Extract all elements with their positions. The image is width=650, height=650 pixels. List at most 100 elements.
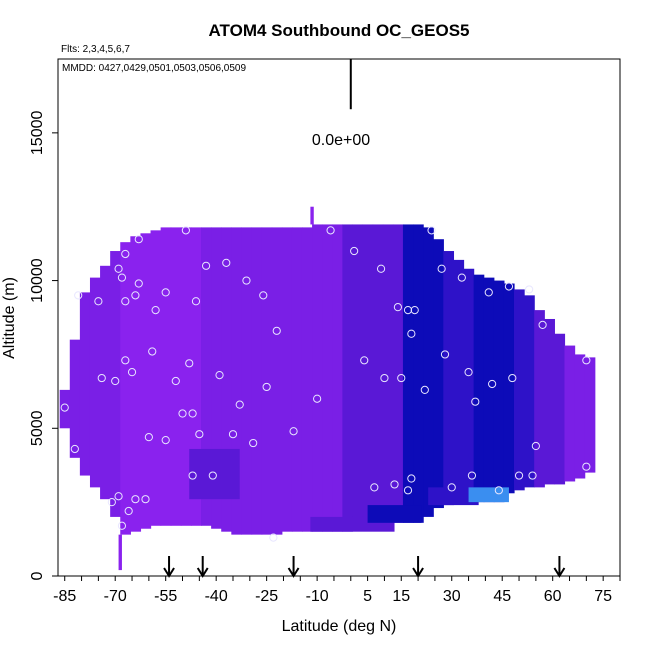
x-tick-label: -25 [255,588,278,605]
arrow-head [553,567,566,578]
y-tick-label: 0 [29,571,46,580]
field-column [423,227,434,517]
sample-points [60,226,591,542]
sample-point [504,282,514,291]
sample-point [124,506,133,516]
sample-point [141,495,150,504]
sample-point [144,433,153,442]
concentration-field [59,206,596,571]
sample-point [427,226,436,235]
sample-point [228,430,238,439]
sample-point [420,385,429,394]
field-column [443,251,455,506]
x-tick-label: 5 [363,588,372,605]
sample-point [471,397,480,406]
field-column [352,224,364,523]
x-tick-label: 15 [392,588,410,605]
x-tick-label: 45 [493,588,511,605]
sample-point [440,350,450,359]
field-column [110,251,121,517]
sample-point [380,373,389,383]
sample-point [121,297,130,306]
field-column [301,227,313,532]
field-column [170,227,182,526]
sample-point [114,264,123,273]
field-column [362,224,374,523]
field-column [190,227,202,526]
sample-point [525,285,534,294]
sample-point [313,394,322,403]
sample-point [242,276,251,285]
sample-point [121,249,130,259]
field-column [544,318,555,485]
field-column [221,227,232,532]
field-column [241,227,253,535]
field-column [160,227,172,526]
sample-point [117,273,127,282]
sample-point [410,306,419,315]
field-column [524,295,535,488]
sample-point [407,474,416,483]
sample-point [249,438,258,448]
sample-point [528,471,537,480]
sample-point [403,486,413,495]
sample-point [538,320,547,329]
x-tick-label: -10 [306,588,329,605]
sample-point [151,306,160,315]
chart-title: ATOM4 Southbound OC_GEOS5 [209,21,470,40]
sample-point [188,409,197,418]
field-column [493,280,505,503]
field-patch [468,487,509,503]
field-patch [310,206,314,225]
sample-point [127,368,137,377]
sample-point [148,347,157,356]
sample-point [131,495,140,504]
arrow-head [163,567,175,578]
field-column [291,227,303,532]
field-column [251,227,263,535]
sample-point [208,471,217,480]
field-column [79,292,91,476]
sample-point [134,279,143,288]
x-tick-label: 60 [544,588,562,605]
sample-point [393,303,402,312]
sample-point [390,480,399,489]
field-column [392,224,404,523]
sample-point [464,368,473,377]
field-patch [118,534,122,571]
field-column [534,310,545,488]
field-column [342,224,354,532]
field-column [554,333,566,485]
field-column [574,354,586,479]
sample-point [178,409,187,418]
field-column [100,265,111,500]
x-axis-title: Latitude (deg N) [282,618,397,635]
sample-point [457,273,466,282]
field-column [382,224,394,523]
sample-point [582,462,591,471]
sample-point [467,471,477,480]
x-tick-label: 30 [443,588,461,605]
field-column [69,339,81,458]
sample-point [70,444,79,454]
field-column [89,277,101,488]
sample-point [188,471,197,480]
sample-point [370,483,379,492]
sample-point [447,483,456,492]
field-column [261,227,273,535]
field-column [271,227,283,535]
field-column [483,277,495,503]
y-axis: 0 5000 10000 15000 [29,111,58,580]
field-column [312,224,323,532]
sample-point [201,261,211,270]
sample-point [437,264,446,273]
sample-point [94,297,103,306]
sample-point [376,264,386,273]
y-tick-label: 10000 [29,258,46,303]
field-column [564,345,576,482]
dates-subtitle: MMDD: 0427,0429,0501,0503,0506,0509 [62,63,246,74]
arrow-head [196,567,209,578]
field-column [281,227,293,532]
field-column [332,224,343,532]
field-column [503,283,515,494]
